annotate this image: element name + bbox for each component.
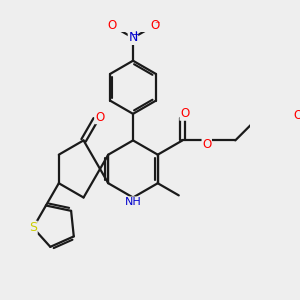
Text: O: O <box>202 138 212 152</box>
Text: O: O <box>107 19 116 32</box>
Text: N: N <box>128 32 138 44</box>
Text: O: O <box>95 111 104 124</box>
Text: O: O <box>150 19 159 32</box>
Text: S: S <box>29 221 37 234</box>
Text: ⁻: ⁻ <box>154 21 160 31</box>
Text: O: O <box>293 110 300 122</box>
Text: +: + <box>132 30 140 40</box>
Text: NH: NH <box>124 197 141 207</box>
Text: O: O <box>180 107 189 120</box>
